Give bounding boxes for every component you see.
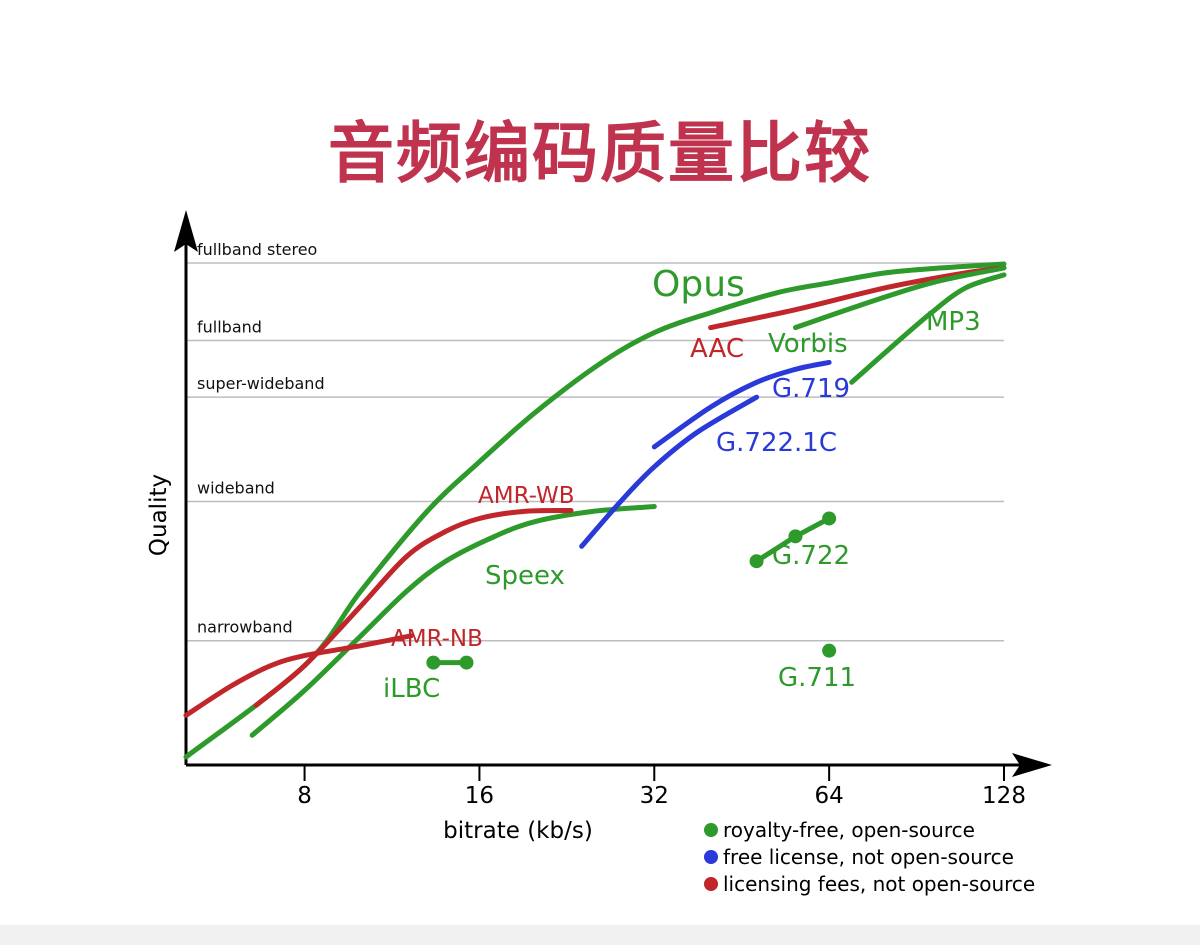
series-line-vorbis <box>793 265 1007 331</box>
series-label: G.711 <box>778 663 856 693</box>
data-point-g-722 <box>788 529 803 544</box>
x-axis-label: bitrate (kb/s) <box>443 818 593 844</box>
series-line-speex <box>249 504 657 738</box>
series-line-g-719 <box>651 359 832 450</box>
bottom-strip <box>0 925 1200 945</box>
data-point-g-711 <box>822 643 837 658</box>
series-points <box>426 511 837 670</box>
series-label: AMR-NB <box>391 626 483 652</box>
series-label: Speex <box>485 561 565 591</box>
legend-label: free license, not open-source <box>723 845 1014 869</box>
series-labels: Opus Speex AMR-NB AMR-WB G.722.1C G.719 AAC Vor… <box>383 264 981 704</box>
series-label: Vorbis <box>768 329 848 359</box>
y-axis-arrow <box>174 210 198 252</box>
gridlines <box>186 262 1004 642</box>
level-label: wideband <box>197 479 275 498</box>
x-tick-label: 8 <box>297 783 312 809</box>
axes <box>174 210 1052 777</box>
x-tick-label: 128 <box>982 783 1026 809</box>
level-label: fullband stereo <box>197 240 317 259</box>
data-point-g-722 <box>822 511 837 526</box>
quality-level-labels: narrowband wideband super-wideband fullband… <box>197 240 325 637</box>
legend-label: licensing fees, not open-source <box>723 872 1035 896</box>
level-label: super-wideband <box>197 374 325 393</box>
data-point-ilbc <box>459 655 474 670</box>
series-label: MP3 <box>926 307 981 337</box>
series-label: G.719 <box>772 374 850 404</box>
series-lines <box>183 261 1007 760</box>
legend-marker <box>704 823 718 837</box>
series-line-g-722-1c <box>579 394 760 549</box>
series-label: G.722 <box>772 541 850 571</box>
data-point-ilbc <box>426 655 441 670</box>
legend-label: royalty-free, open-source <box>723 818 975 842</box>
series-label: iLBC <box>383 674 440 704</box>
x-axis-arrow <box>1012 753 1052 777</box>
series-line-amr-nb <box>183 633 414 718</box>
series-label: AAC <box>690 334 744 364</box>
level-label: narrowband <box>197 618 293 637</box>
legend-marker <box>704 850 718 864</box>
data-point-g-722 <box>749 554 764 569</box>
series-line-amr-wb <box>253 508 574 708</box>
y-axis-label: Quality <box>146 474 172 556</box>
legend: royalty-free, open-source free license, n… <box>704 818 1035 896</box>
legend-marker <box>704 877 718 891</box>
x-tick-label: 64 <box>815 783 844 809</box>
x-axis-ticks: 8 16 32 64 128 <box>297 765 1026 809</box>
x-tick-label: 16 <box>465 783 494 809</box>
series-label: Opus <box>652 264 745 305</box>
series-line-mp3 <box>849 272 1007 385</box>
x-tick-label: 32 <box>640 783 669 809</box>
slide-title: 音频编码质量比较 <box>328 115 872 192</box>
series-label: AMR-WB <box>478 483 575 509</box>
level-label: fullband <box>197 318 262 337</box>
series-label: G.722.1C <box>716 428 837 458</box>
series-line-opus <box>183 261 1007 760</box>
